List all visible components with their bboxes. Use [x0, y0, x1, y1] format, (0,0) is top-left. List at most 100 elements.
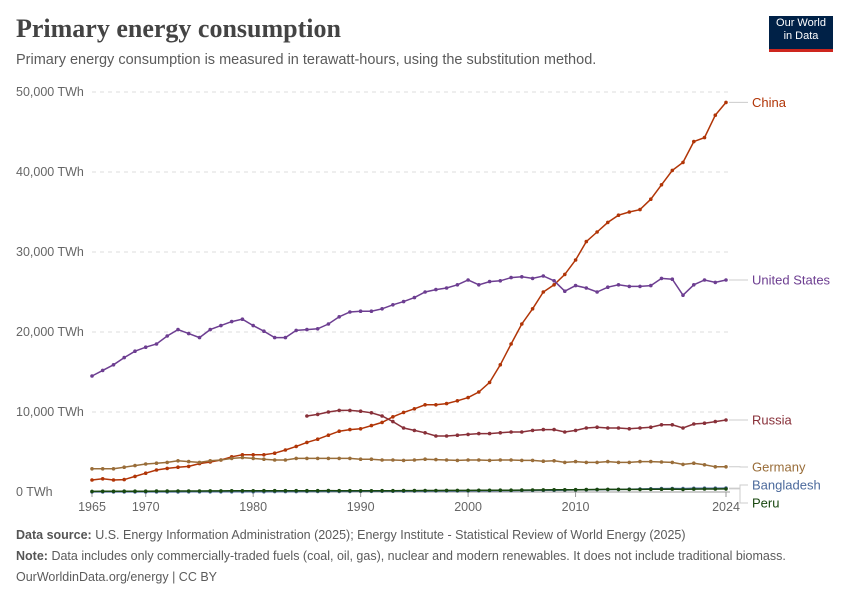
- data-point: [358, 457, 363, 462]
- data-point: [584, 487, 589, 492]
- data-point: [348, 456, 352, 461]
- data-point: [509, 430, 513, 434]
- data-point: [272, 458, 277, 462]
- data-point: [272, 335, 277, 340]
- y-tick-label: 30,000 TWh: [16, 245, 84, 259]
- data-point: [466, 432, 470, 437]
- data-point: [444, 434, 449, 438]
- data-point: [434, 434, 438, 438]
- data-point: [229, 456, 234, 461]
- data-point: [649, 459, 653, 464]
- data-point: [584, 460, 589, 465]
- data-point: [197, 335, 202, 340]
- data-point: [100, 477, 105, 481]
- footer-url[interactable]: OurWorldinData.org/energy | CC BY: [16, 570, 218, 584]
- data-point: [573, 487, 578, 492]
- data-point: [509, 275, 513, 280]
- data-point: [541, 290, 546, 294]
- data-point: [412, 295, 417, 300]
- y-axis-ticks: 0 TWh 10,000 TWh 20,000 TWh 30,000 TWh 40,00…: [16, 85, 84, 499]
- data-point: [165, 489, 169, 493]
- data-point: [455, 433, 460, 438]
- data-point: [692, 422, 696, 426]
- data-point: [369, 423, 374, 428]
- x-tick-label: 1970: [132, 500, 160, 514]
- data-point: [713, 280, 718, 285]
- data-point: [552, 459, 556, 463]
- x-tick-label: 2024: [712, 500, 740, 514]
- data-point: [552, 283, 556, 287]
- data-point: [498, 488, 503, 493]
- data-point: [176, 489, 180, 493]
- data-point: [649, 425, 653, 430]
- data-point: [262, 453, 266, 457]
- data-point: [702, 487, 707, 491]
- data-point: [122, 465, 126, 470]
- note-text: Data includes only commercially-traded f…: [51, 549, 786, 563]
- data-point: [724, 100, 728, 105]
- data-point: [487, 431, 492, 436]
- data-point: [391, 415, 395, 419]
- data-point: [219, 323, 223, 328]
- data-point: [186, 464, 191, 469]
- data-point: [649, 283, 653, 288]
- data-point: [111, 478, 116, 482]
- data-point: [337, 429, 342, 434]
- data-point: [455, 399, 460, 403]
- data-point: [444, 458, 449, 462]
- owid-logo[interactable]: Our World in Data: [769, 16, 833, 52]
- data-point: [391, 419, 395, 424]
- data-point: [208, 489, 212, 493]
- series-label: China: [752, 95, 787, 110]
- data-point: [563, 488, 567, 492]
- data-point: [326, 433, 331, 438]
- data-point: [337, 456, 342, 461]
- data-point: [487, 488, 492, 493]
- data-point: [692, 139, 696, 144]
- data-point: [552, 279, 556, 283]
- data-point: [670, 277, 675, 282]
- data-point: [111, 489, 116, 494]
- data-point: [638, 284, 642, 289]
- x-tick-label: 1965: [78, 500, 106, 514]
- data-point: [498, 458, 503, 462]
- data-point: [670, 168, 675, 173]
- data-point: [100, 467, 105, 471]
- data-point: [326, 488, 331, 493]
- data-point: [434, 287, 438, 292]
- data-point: [584, 286, 589, 290]
- data-point: [455, 458, 460, 463]
- y-tick-label: 20,000 TWh: [16, 325, 84, 339]
- data-point: [337, 408, 342, 413]
- data-point: [520, 458, 524, 463]
- data-point: [412, 428, 417, 433]
- data-point: [455, 488, 460, 493]
- series-germany: [90, 455, 728, 471]
- data-point: [616, 283, 621, 287]
- data-point: [423, 290, 427, 294]
- grid-lines: [92, 91, 730, 493]
- data-point: [111, 467, 116, 471]
- data-point: [573, 428, 578, 433]
- series-line: [306, 409, 727, 437]
- data-point: [466, 488, 470, 493]
- data-point: [369, 309, 374, 314]
- data-point: [401, 410, 406, 415]
- data-point: [595, 460, 599, 465]
- x-tick-label: 2000: [454, 500, 482, 514]
- logo-line-2: in Data: [783, 30, 819, 42]
- data-point: [724, 487, 728, 491]
- data-point: [477, 488, 481, 493]
- data-point: [326, 322, 331, 326]
- logo-line-1: Our World: [776, 17, 826, 29]
- data-point: [219, 489, 223, 493]
- data-point: [133, 474, 137, 479]
- data-point: [143, 462, 148, 466]
- data-point: [251, 489, 255, 493]
- data-point: [305, 456, 309, 461]
- data-point: [423, 431, 427, 435]
- data-point: [520, 488, 524, 492]
- series-line: [91, 101, 727, 481]
- data-point: [369, 411, 374, 415]
